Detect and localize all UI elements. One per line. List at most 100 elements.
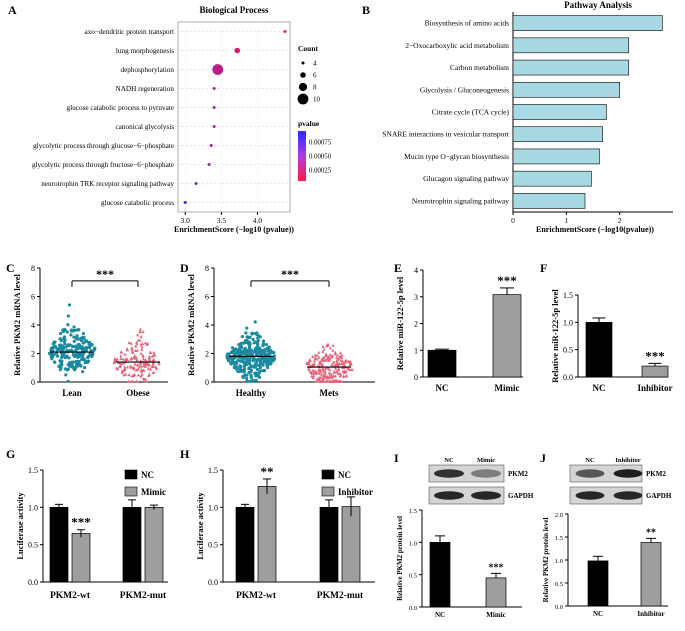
- panel-f-category-label: NC: [593, 383, 606, 393]
- panel-c-point: [69, 328, 74, 332]
- panel-h-sig-label: **: [261, 464, 274, 479]
- panel-b-bar: [512, 148, 600, 165]
- panel-g-bar: [122, 506, 142, 583]
- panel-a-dot: [212, 125, 216, 128]
- panel-g-y-tick-label: 0.5: [28, 541, 38, 550]
- panel-c-point: [61, 348, 65, 353]
- panel-c-point: [123, 357, 128, 361]
- panel-letter-e: E: [394, 261, 402, 275]
- panel-g-legend-swatch: [124, 486, 138, 497]
- panel-d-point: [240, 335, 244, 339]
- panel-d-point: [313, 356, 317, 360]
- panel-b-bar: [512, 59, 630, 76]
- panel-c-point: [132, 367, 136, 371]
- panel-d-point: [259, 362, 263, 366]
- panel-a-size-legend-label: 4: [313, 60, 317, 68]
- panel-f-sig-label: ***: [645, 348, 665, 363]
- panel-d-point: [334, 366, 338, 370]
- panel-d-point: [319, 361, 323, 365]
- panel-c-point: [134, 368, 139, 372]
- panel-d-point: [310, 371, 314, 375]
- panel-letter-j: J: [540, 451, 546, 465]
- panel-c-point: [138, 330, 142, 334]
- panel-d-point: [326, 342, 330, 346]
- panel-h-y-tick-label: 1.5: [208, 466, 218, 475]
- panel-g-bar: [49, 506, 69, 583]
- panel-d-point: [244, 350, 248, 354]
- panel-j-blot-lane-label: NC: [585, 457, 595, 464]
- panel-c-sig-label: ***: [96, 267, 114, 281]
- panel-d-point: [319, 358, 323, 362]
- panel-c-category-label: Lean: [62, 388, 82, 398]
- panel-d-point: [248, 349, 252, 354]
- panel-c-point: [144, 358, 148, 362]
- panel-d-point: [335, 353, 340, 357]
- panel-b-category-label: SNARE interactions in vesicular transpor…: [382, 130, 510, 139]
- panel-j-blot-band: [613, 469, 643, 478]
- panel-d-point: [230, 346, 235, 350]
- panel-d-point: [311, 374, 316, 378]
- panel-d-point: [247, 366, 251, 371]
- panel-d-point: [328, 346, 333, 350]
- panel-c-point: [142, 377, 146, 381]
- panel-c-y-tick-label: 2: [31, 350, 35, 359]
- panel-c-point: [63, 367, 68, 371]
- panel-d-point: [317, 350, 321, 354]
- panel-c-point: [80, 345, 84, 349]
- panel-c-point: [87, 341, 91, 345]
- panel-d-y-tick-label: 4: [205, 321, 209, 330]
- panel-letter-g: G: [6, 447, 15, 461]
- panel-d-point: [256, 336, 260, 340]
- panel-h-legend-label: NC: [338, 470, 351, 480]
- panel-h-legend-label: Inhibitor: [338, 487, 373, 497]
- panel-d-point: [269, 349, 273, 353]
- panel-j-blot-protein-label: PKM2: [646, 470, 666, 478]
- panel-d-point: [310, 374, 314, 378]
- panel-d-point: [256, 374, 260, 378]
- panel-d-point: [261, 339, 266, 343]
- panel-d-point: [322, 356, 326, 360]
- panel-g-legend-label: NC: [141, 470, 154, 480]
- panel-h-y-tick-label: 0.5: [208, 541, 218, 550]
- panel-c-point: [134, 344, 138, 348]
- panel-e-sig-label: ***: [497, 273, 517, 288]
- panel-c-point: [59, 332, 63, 336]
- panel-d-point: [239, 345, 244, 350]
- panel-c-point: [74, 344, 79, 348]
- panel-c-point: [64, 345, 68, 349]
- panel-d-point: [307, 367, 311, 371]
- panel-i-category-label: NC: [435, 611, 445, 619]
- panel-c-point: [154, 367, 159, 371]
- panel-h-y-axis-label: Luciferase activity: [195, 492, 205, 560]
- panel-d-point: [272, 354, 277, 358]
- panel-d-point: [321, 377, 325, 381]
- panel-a-category-label: glucose catabolic process: [101, 199, 174, 207]
- panel-d-point: [325, 357, 329, 361]
- panel-c-point: [122, 361, 126, 365]
- panel-d-point: [320, 379, 324, 383]
- panel-d-point: [251, 356, 256, 361]
- panel-f-bar: [585, 321, 613, 378]
- panel-a-dot: [207, 163, 211, 166]
- panel-c-point: [152, 353, 156, 357]
- panel-g-y-tick-label: 0.0: [28, 578, 38, 587]
- panel-i-blot-band: [434, 491, 464, 500]
- panel-b-bar: [512, 104, 607, 120]
- panel-a-color-bar: [298, 131, 306, 181]
- panel-c-point: [140, 347, 144, 351]
- panel-c-point: [75, 359, 79, 363]
- panel-d-point: [315, 357, 319, 361]
- panel-c-y-tick-label: 6: [31, 293, 35, 302]
- panel-c-point: [130, 346, 134, 350]
- panel-d-point: [262, 368, 267, 373]
- panel-c-point: [63, 338, 67, 342]
- panel-d-point: [320, 372, 324, 376]
- panel-d-point: [315, 379, 319, 383]
- panel-g-y-tick-label: 1.5: [28, 466, 38, 475]
- panel-d-point: [251, 331, 255, 336]
- panel-c-point: [59, 339, 63, 343]
- panel-h-category-label: PKM2-mut: [317, 591, 364, 601]
- panel-d-point: [242, 341, 246, 345]
- panel-a-size-legend-dot: [301, 61, 305, 65]
- panel-b-bar: [512, 15, 663, 31]
